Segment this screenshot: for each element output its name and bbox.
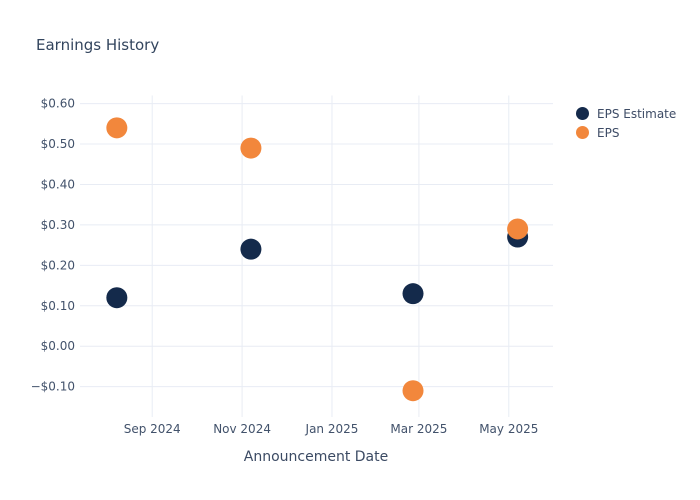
legend-item-eps-estimate[interactable]: EPS Estimate xyxy=(576,104,676,123)
point-eps[interactable] xyxy=(507,218,529,240)
point-eps[interactable] xyxy=(106,117,128,139)
legend-swatch-eps-estimate-icon xyxy=(576,107,589,120)
y-tick-label: $0.20 xyxy=(41,258,75,272)
x-tick-label: Mar 2025 xyxy=(390,422,447,436)
gridlines xyxy=(80,95,553,417)
y-tick-label: $0.60 xyxy=(41,97,75,111)
x-tick-label: May 2025 xyxy=(479,422,538,436)
y-tick-label: $0.50 xyxy=(41,137,75,151)
y-tick-label: $0.00 xyxy=(41,339,75,353)
y-tick-label: $0.40 xyxy=(41,177,75,191)
y-tick-label: $0.10 xyxy=(41,299,75,313)
y-tick-label: −$0.10 xyxy=(31,380,75,394)
x-tick-label: Sep 2024 xyxy=(124,422,181,436)
y-axis-tick-labels: $0.60 $0.50 $0.40 $0.30 $0.20 $0.10 $0.00 −$0.1… xyxy=(31,97,75,394)
data-points xyxy=(106,117,529,402)
legend: EPS Estimate EPS xyxy=(576,104,676,142)
x-axis-tick-labels: Sep 2024 Nov 2024 Jan 2025 Mar 2025 May 2025 xyxy=(124,422,539,436)
point-eps[interactable] xyxy=(240,137,262,159)
point-eps-estimate[interactable] xyxy=(240,238,262,260)
y-tick-label: $0.30 xyxy=(41,218,75,232)
point-eps[interactable] xyxy=(402,380,424,402)
point-eps-estimate[interactable] xyxy=(402,283,424,305)
legend-label-eps-estimate: EPS Estimate xyxy=(597,106,677,121)
x-axis-title: Announcement Date xyxy=(244,449,388,465)
legend-label-eps: EPS xyxy=(597,125,620,140)
x-tick-label: Jan 2025 xyxy=(305,422,359,436)
x-tick-label: Nov 2024 xyxy=(213,422,271,436)
legend-item-eps[interactable]: EPS xyxy=(576,123,676,142)
point-eps-estimate[interactable] xyxy=(106,287,128,309)
legend-swatch-eps-icon xyxy=(576,126,589,139)
chart-title: Earnings History xyxy=(36,36,159,54)
